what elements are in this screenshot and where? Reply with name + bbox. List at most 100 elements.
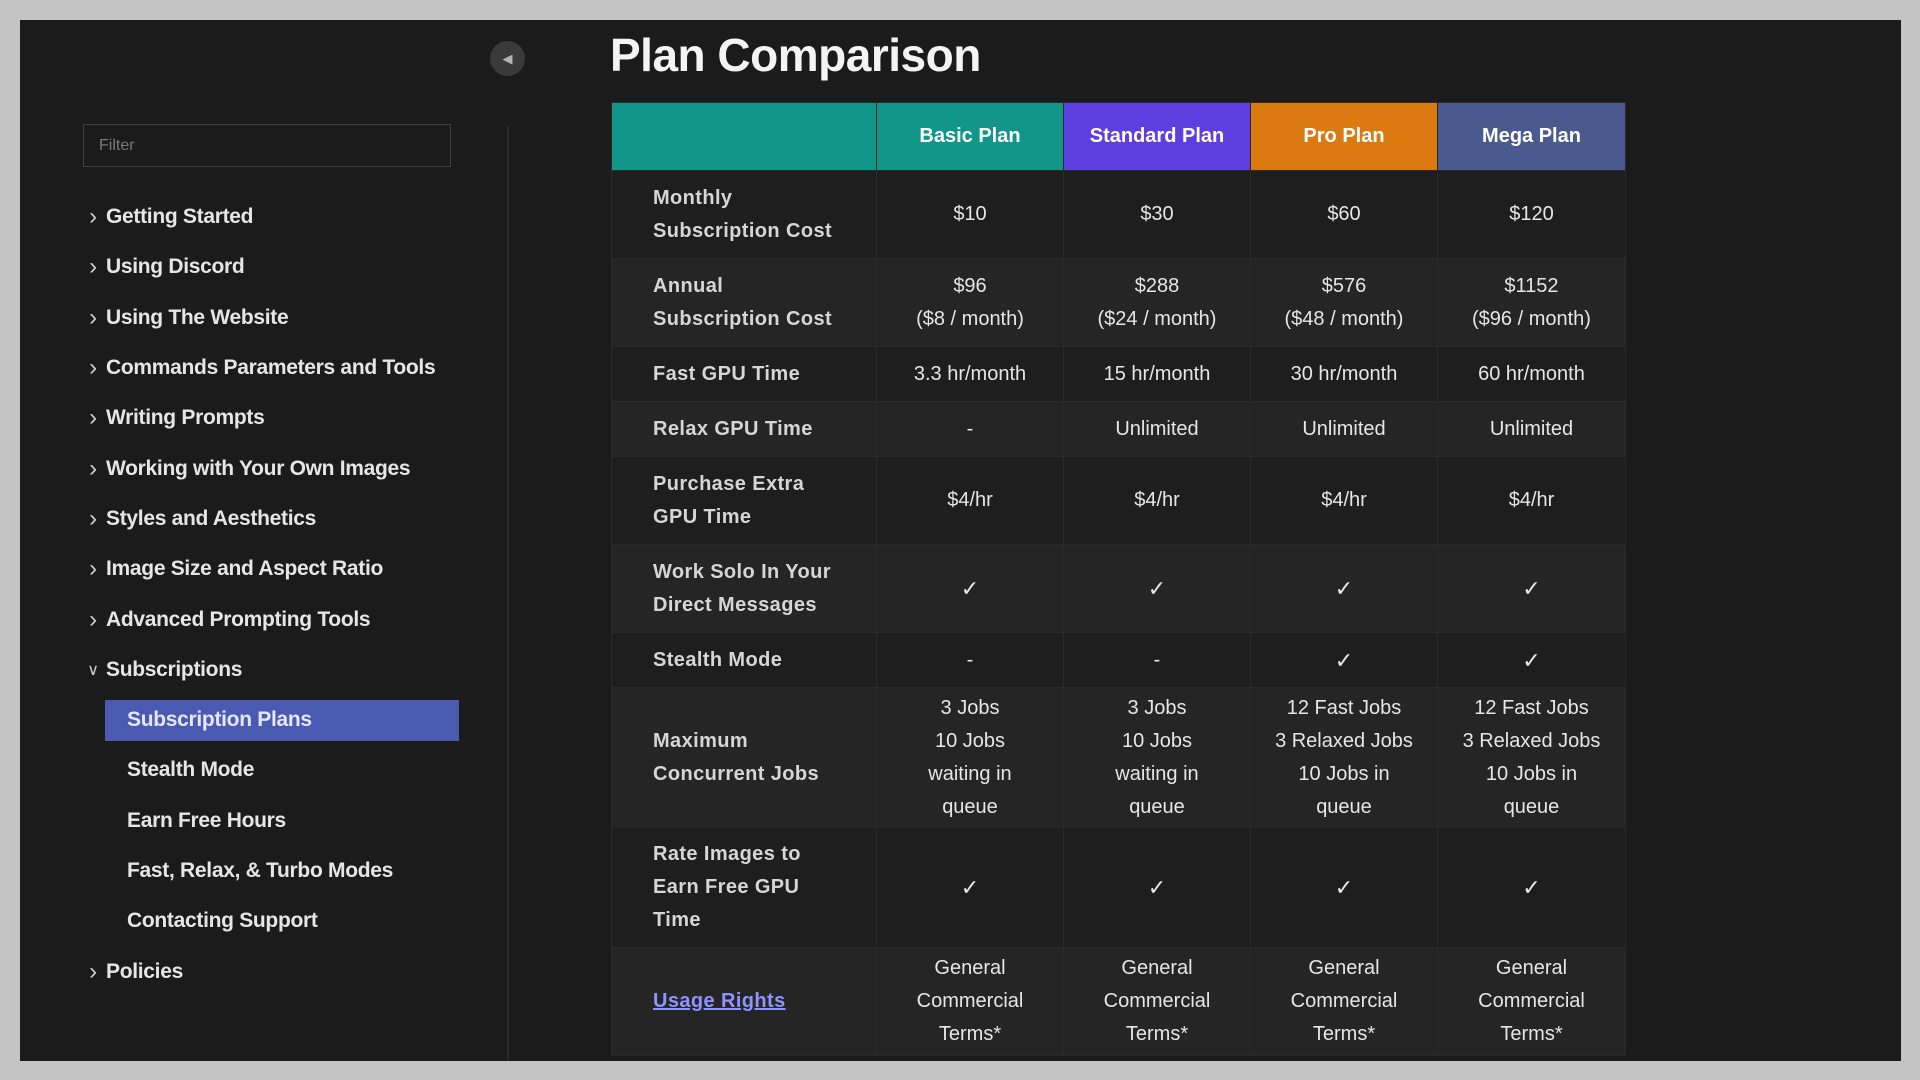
chevron-right-icon: › bbox=[89, 605, 97, 633]
chevron-right-icon: › bbox=[89, 454, 97, 482]
sidebar-item-commands-parameters-and-tools[interactable]: › Commands Parameters and Tools bbox=[20, 343, 508, 393]
table-cell: General Commercial Terms* bbox=[876, 947, 1064, 1056]
table-cell: $288 ($24 / month) bbox=[1063, 258, 1251, 347]
check-icon: ✓ bbox=[1063, 827, 1251, 948]
sidebar-item-using-discord[interactable]: › Using Discord bbox=[20, 242, 508, 292]
table-body: Monthly Subscription Cost $10 $30 $60 $120 Ann… bbox=[611, 170, 1626, 1056]
sidebar-item-label: Getting Started bbox=[106, 205, 254, 229]
row-label-work-solo-in-your-direct-messages: Work Solo In Your Direct Messages bbox=[611, 544, 877, 633]
row-label-purchase-extra-gpu-time: Purchase Extra GPU Time bbox=[611, 456, 877, 545]
table-row: Purchase Extra GPU Time $4/hr $4/hr $4/hr $4/… bbox=[611, 456, 1626, 545]
table-cell: General Commercial Terms* bbox=[1250, 947, 1438, 1056]
chevron-right-icon: › bbox=[89, 957, 97, 985]
check-icon: ✓ bbox=[1437, 632, 1626, 688]
plan-comparison-table-wrap: Basic Plan Standard Plan Pro Plan Mega Plan… bbox=[611, 102, 1626, 1056]
sidebar-item-styles-and-aesthetics[interactable]: › Styles and Aesthetics bbox=[20, 494, 508, 544]
header-blank bbox=[611, 102, 877, 171]
chevron-right-icon: › bbox=[89, 354, 97, 382]
table-cell: $30 bbox=[1063, 170, 1251, 259]
sidebar-item-label: Using Discord bbox=[106, 255, 245, 279]
header-mega-plan: Mega Plan bbox=[1437, 102, 1626, 171]
check-icon: ✓ bbox=[876, 827, 1064, 948]
sidebar-item-label: Policies bbox=[106, 959, 183, 983]
check-icon: ✓ bbox=[1063, 544, 1251, 633]
sidebar-item-label: Subscriptions bbox=[106, 657, 243, 681]
table-header-row: Basic Plan Standard Plan Pro Plan Mega Plan bbox=[611, 102, 1626, 171]
check-icon: ✓ bbox=[1250, 632, 1438, 688]
sidebar-item-label: Working with Your Own Images bbox=[106, 456, 411, 480]
sidebar-item-image-size-and-aspect-ratio[interactable]: › Image Size and Aspect Ratio bbox=[20, 544, 508, 594]
collapse-sidebar-button[interactable]: ◀ bbox=[490, 41, 525, 76]
usage-rights-link[interactable]: Usage Rights bbox=[653, 990, 786, 1012]
table-cell: $4/hr bbox=[1250, 456, 1438, 545]
row-label-relax-gpu-time: Relax GPU Time bbox=[611, 401, 877, 457]
sidebar: ◀ › Getting Started › Using Discord › Using T… bbox=[20, 20, 525, 1061]
sidebar-divider bbox=[507, 126, 509, 1061]
table-cell: $96 ($8 / month) bbox=[876, 258, 1064, 347]
check-icon: ✓ bbox=[1250, 827, 1438, 948]
sidebar-item-contacting-support[interactable]: Contacting Support bbox=[20, 896, 508, 946]
sidebar-item-label: Writing Prompts bbox=[106, 406, 265, 430]
chevron-right-icon: › bbox=[89, 504, 97, 532]
chevron-right-icon: › bbox=[89, 404, 97, 432]
table-cell: 15 hr/month bbox=[1063, 346, 1251, 402]
sidebar-item-label: Stealth Mode bbox=[127, 758, 255, 782]
table-cell: $60 bbox=[1250, 170, 1438, 259]
chevron-left-icon: ◀ bbox=[502, 50, 513, 66]
sidebar-item-label: Using The Website bbox=[106, 305, 289, 329]
table-row: Relax GPU Time - Unlimited Unlimited Unlimit… bbox=[611, 401, 1626, 457]
table-cell: $4/hr bbox=[1063, 456, 1251, 545]
table-cell: 30 hr/month bbox=[1250, 346, 1438, 402]
table-cell: - bbox=[876, 401, 1064, 457]
sidebar-item-getting-started[interactable]: › Getting Started bbox=[20, 192, 508, 242]
table-cell: $10 bbox=[876, 170, 1064, 259]
sidebar-item-subscription-plans[interactable]: Subscription Plans bbox=[20, 695, 508, 745]
table-cell: 60 hr/month bbox=[1437, 346, 1626, 402]
table-cell: 3 Jobs 10 Jobs waiting in queue bbox=[876, 687, 1064, 828]
header-standard-plan: Standard Plan bbox=[1063, 102, 1251, 171]
filter-input[interactable] bbox=[83, 124, 451, 167]
sidebar-item-earn-free-hours[interactable]: Earn Free Hours bbox=[20, 796, 508, 846]
check-icon: ✓ bbox=[1437, 544, 1626, 633]
sidebar-item-writing-prompts[interactable]: › Writing Prompts bbox=[20, 393, 508, 443]
page-title: Plan Comparison bbox=[610, 29, 981, 81]
table-cell: $120 bbox=[1437, 170, 1626, 259]
table-cell: $4/hr bbox=[876, 456, 1064, 545]
header-pro-plan: Pro Plan bbox=[1250, 102, 1438, 171]
sidebar-item-label: Fast, Relax, & Turbo Modes bbox=[127, 859, 394, 882]
check-icon: ✓ bbox=[1437, 827, 1626, 948]
table-row: Monthly Subscription Cost $10 $30 $60 $120 bbox=[611, 170, 1626, 259]
table-cell: 12 Fast Jobs 3 Relaxed Jobs 10 Jobs in queu… bbox=[1437, 687, 1626, 828]
chevron-down-icon: ∨ bbox=[87, 661, 99, 679]
table-cell: Unlimited bbox=[1437, 401, 1626, 457]
sidebar-item-subscriptions[interactable]: ∨ Subscriptions bbox=[20, 645, 508, 695]
row-label-usage-rights: Usage Rights bbox=[611, 947, 877, 1056]
row-label-annual-subscription-cost: Annual Subscription Cost bbox=[611, 258, 877, 347]
sidebar-item-stealth-mode[interactable]: Stealth Mode bbox=[20, 745, 508, 795]
table-cell: - bbox=[1063, 632, 1251, 688]
sidebar-item-label: Advanced Prompting Tools bbox=[106, 607, 371, 631]
sidebar-item-label: Earn Free Hours bbox=[127, 808, 286, 832]
sidebar-item-label: Subscription Plans bbox=[127, 708, 312, 732]
table-row: Usage Rights General Commercial Terms* Gener… bbox=[611, 947, 1626, 1056]
table-row: Annual Subscription Cost $96 ($8 / month) $2… bbox=[611, 258, 1626, 347]
row-label-rate-images-to-earn-free-gpu-time: Rate Images to Earn Free GPU Time bbox=[611, 827, 877, 948]
table-cell: $576 ($48 / month) bbox=[1250, 258, 1438, 347]
sidebar-item-label: Image Size and Aspect Ratio bbox=[106, 557, 384, 581]
sidebar-item-fast-relax-turbo-modes[interactable]: Fast, Relax, & Turbo Modes bbox=[20, 846, 508, 896]
table-cell: General Commercial Terms* bbox=[1063, 947, 1251, 1056]
row-label-monthly-subscription-cost: Monthly Subscription Cost bbox=[611, 170, 877, 259]
table-cell: 3.3 hr/month bbox=[876, 346, 1064, 402]
row-label-fast-gpu-time: Fast GPU Time bbox=[611, 346, 877, 402]
header-basic-plan: Basic Plan bbox=[876, 102, 1064, 171]
active-highlight bbox=[105, 699, 459, 741]
sidebar-item-using-the-website[interactable]: › Using The Website bbox=[20, 293, 508, 343]
table-cell: 3 Jobs 10 Jobs waiting in queue bbox=[1063, 687, 1251, 828]
sidebar-item-policies[interactable]: › Policies bbox=[20, 946, 508, 996]
plan-comparison-table: Basic Plan Standard Plan Pro Plan Mega Plan… bbox=[611, 102, 1626, 1056]
table-row: Rate Images to Earn Free GPU Time ✓ ✓ ✓ ✓ bbox=[611, 827, 1626, 948]
sidebar-item-working-with-your-own-images[interactable]: › Working with Your Own Images bbox=[20, 443, 508, 493]
sidebar-item-advanced-prompting-tools[interactable]: › Advanced Prompting Tools bbox=[20, 594, 508, 644]
row-label-stealth-mode: Stealth Mode bbox=[611, 632, 877, 688]
check-icon: ✓ bbox=[1250, 544, 1438, 633]
